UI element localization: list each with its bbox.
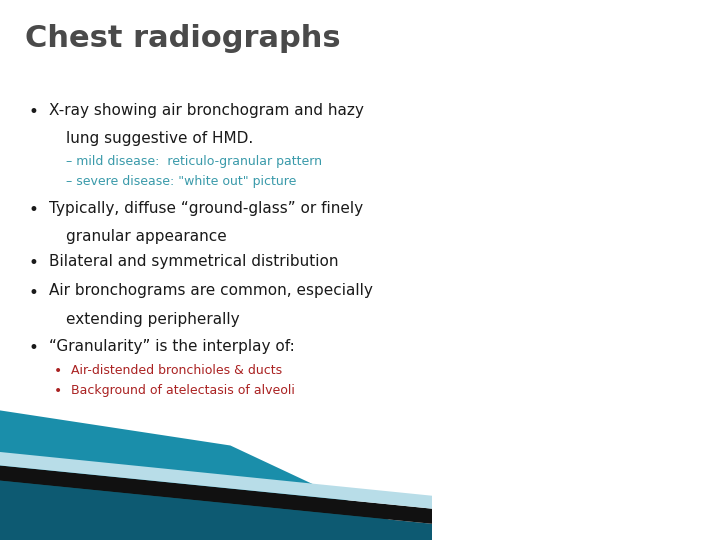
Text: extending peripherally: extending peripherally [66, 312, 240, 327]
Polygon shape [0, 465, 432, 524]
Text: •: • [29, 284, 39, 301]
Polygon shape [0, 452, 432, 509]
Text: Background of atelectasis of alveoli: Background of atelectasis of alveoli [71, 384, 294, 397]
Polygon shape [0, 410, 432, 540]
Text: •: • [29, 339, 39, 357]
Polygon shape [0, 481, 432, 540]
Text: X-ray showing air bronchogram and hazy: X-ray showing air bronchogram and hazy [49, 103, 364, 118]
Text: •: • [29, 254, 39, 272]
Text: lung suggestive of HMD.: lung suggestive of HMD. [66, 131, 253, 146]
Text: “Granularity” is the interplay of:: “Granularity” is the interplay of: [49, 339, 294, 354]
Text: granular appearance: granular appearance [66, 229, 227, 244]
Text: – severe disease: "white out" picture: – severe disease: "white out" picture [66, 176, 297, 188]
Text: Air-distended bronchioles & ducts: Air-distended bronchioles & ducts [71, 364, 282, 377]
Text: •: • [54, 364, 62, 379]
Text: Bilateral and symmetrical distribution: Bilateral and symmetrical distribution [49, 254, 338, 269]
Text: Typically, diffuse “ground-glass” or finely: Typically, diffuse “ground-glass” or fin… [49, 201, 363, 216]
Text: •: • [29, 201, 39, 219]
Text: – mild disease:  reticulo-granular pattern: – mild disease: reticulo-granular patter… [66, 155, 323, 168]
Text: Chest radiographs: Chest radiographs [25, 24, 341, 53]
Text: •: • [29, 103, 39, 120]
Text: Air bronchograms are common, especially: Air bronchograms are common, especially [49, 284, 373, 299]
Text: •: • [54, 384, 62, 399]
